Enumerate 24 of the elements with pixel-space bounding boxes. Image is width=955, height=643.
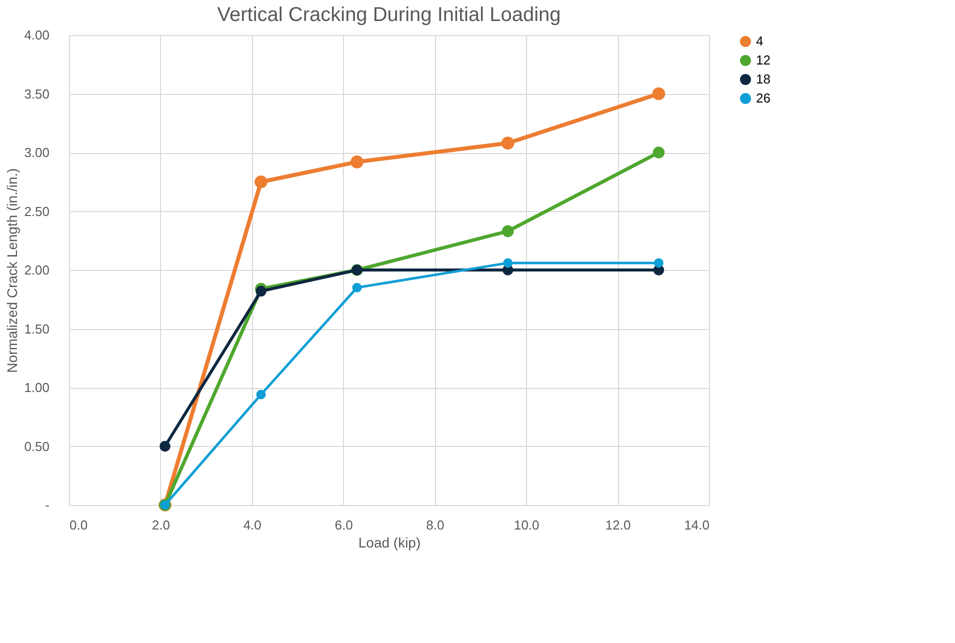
x-tick-label: 6.0	[334, 518, 353, 532]
chart-title: Vertical Cracking During Initial Loading	[217, 4, 561, 26]
y-tick-label: -	[45, 498, 50, 512]
legend-label: 26	[756, 90, 770, 106]
x-tick-label: 4.0	[243, 518, 262, 532]
y-tick-label: 2.50	[24, 204, 50, 219]
y-tick-label: 0.50	[24, 438, 50, 454]
x-axis-title: Load (kip)	[358, 534, 421, 550]
legend-label: 12	[756, 52, 770, 68]
y-tick-label: 4.00	[24, 28, 50, 42]
x-tick-label: 10.0	[514, 518, 540, 532]
x-tick-label: 2.0	[152, 518, 170, 532]
x-tick-label: 8.0	[426, 518, 444, 532]
legend-label: 18	[756, 72, 770, 86]
y-tick-label: 2.00	[24, 262, 50, 278]
y-tick-label: 1.50	[24, 321, 50, 336]
x-tick-label: 0.0	[70, 518, 88, 532]
x-tick-label: 12.0	[605, 518, 631, 532]
x-tick-label: 14.0	[684, 518, 710, 532]
y-tick-label: 1.00	[24, 380, 50, 395]
y-axis-title: Normalized Crack Length (in./in.)	[4, 168, 20, 373]
y-tick-label: 3.00	[24, 145, 50, 160]
y-tick-label: 3.50	[24, 86, 50, 102]
legend-label: 4	[756, 34, 764, 48]
